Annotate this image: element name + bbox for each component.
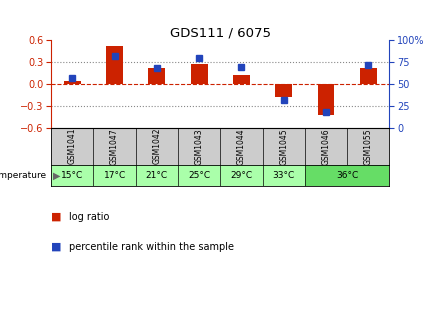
- Text: GSM1043: GSM1043: [194, 128, 204, 165]
- Text: 21°C: 21°C: [146, 171, 168, 180]
- Title: GDS111 / 6075: GDS111 / 6075: [170, 26, 271, 39]
- Text: percentile rank within the sample: percentile rank within the sample: [69, 242, 234, 252]
- Bar: [275, 84, 292, 97]
- Text: GSM1055: GSM1055: [364, 128, 373, 165]
- Bar: [149, 68, 166, 84]
- Text: GSM1047: GSM1047: [110, 128, 119, 165]
- Bar: [64, 81, 81, 84]
- Text: temperature: temperature: [0, 171, 47, 180]
- Text: ■: ■: [51, 212, 62, 222]
- Text: 36°C: 36°C: [336, 171, 358, 180]
- Text: GSM1042: GSM1042: [152, 128, 162, 164]
- Bar: [318, 84, 335, 115]
- Text: log ratio: log ratio: [69, 212, 109, 222]
- Text: GSM1044: GSM1044: [237, 128, 246, 165]
- Text: GSM1041: GSM1041: [68, 128, 77, 164]
- Text: 15°C: 15°C: [61, 171, 84, 180]
- Text: GSM1046: GSM1046: [321, 128, 331, 165]
- Bar: [106, 46, 123, 84]
- Text: 25°C: 25°C: [188, 171, 210, 180]
- Text: ▶: ▶: [53, 171, 61, 180]
- Text: 33°C: 33°C: [272, 171, 295, 180]
- Text: GSM1045: GSM1045: [279, 128, 288, 165]
- Text: 29°C: 29°C: [231, 171, 252, 180]
- Bar: [360, 68, 376, 84]
- Bar: [305, 165, 389, 186]
- Text: ■: ■: [51, 242, 62, 252]
- Bar: [233, 75, 250, 84]
- Bar: [191, 64, 207, 84]
- Text: 17°C: 17°C: [104, 171, 126, 180]
